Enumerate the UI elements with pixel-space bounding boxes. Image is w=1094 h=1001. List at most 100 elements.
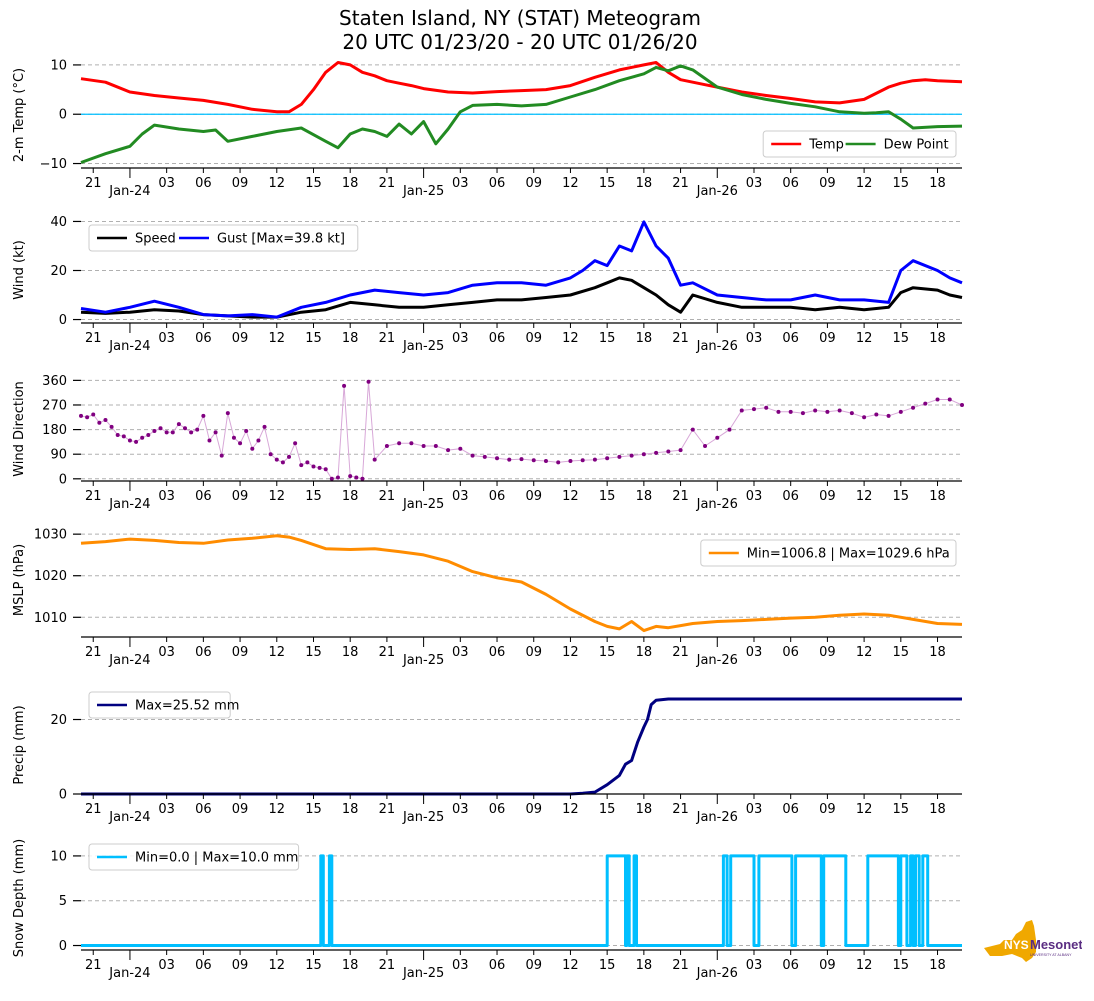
data-point-wdir bbox=[788, 409, 793, 414]
logo-mesonet: Mesonet bbox=[1030, 937, 1082, 952]
day-tick-label-snow-0: Jan-24 bbox=[108, 966, 150, 981]
xtick-label-snow-14: 21 bbox=[672, 958, 689, 973]
xtick-label-mslp-12: 15 bbox=[599, 645, 616, 660]
ytick-label-snow-2: 10 bbox=[50, 849, 67, 864]
xtick-label-temp-11: 12 bbox=[562, 176, 579, 191]
xtick-label-precip-12: 15 bbox=[599, 802, 616, 817]
ytick-label-temp-1: 0 bbox=[59, 108, 67, 123]
xtick-label-wind-10: 09 bbox=[525, 331, 542, 346]
ytick-label-mslp-2: 1030 bbox=[34, 528, 67, 543]
data-point-wdir bbox=[91, 412, 96, 417]
day-tick-label-temp-1: Jan-25 bbox=[402, 184, 444, 199]
xtick-label-wdir-19: 15 bbox=[893, 489, 910, 504]
xtick-label-mslp-16: 06 bbox=[782, 645, 799, 660]
series-line-temp-0 bbox=[80, 61, 963, 114]
data-point-wdir bbox=[666, 449, 671, 454]
xtick-label-precip-6: 18 bbox=[342, 802, 359, 817]
data-point-wdir bbox=[715, 435, 720, 440]
ytick-label-wdir-2: 180 bbox=[42, 423, 67, 438]
legend-snow bbox=[88, 843, 300, 871]
xtick-label-precip-9: 06 bbox=[489, 802, 506, 817]
xtick-label-temp-4: 12 bbox=[269, 176, 286, 191]
data-point-wdir bbox=[244, 428, 249, 433]
data-point-wdir bbox=[531, 458, 536, 463]
data-point-wdir bbox=[556, 460, 561, 465]
xtick-label-wind-2: 06 bbox=[195, 331, 212, 346]
xtick-label-snow-5: 15 bbox=[305, 958, 322, 973]
data-point-wdir bbox=[335, 475, 340, 480]
xtick-label-wdir-8: 03 bbox=[452, 489, 469, 504]
xtick-label-temp-9: 06 bbox=[489, 176, 506, 191]
nys-mesonet-logo: NYS Mesonet UNIVERSITY AT ALBANY bbox=[984, 920, 1082, 962]
xtick-label-temp-12: 15 bbox=[599, 176, 616, 191]
data-point-wdir bbox=[97, 420, 102, 425]
day-tick-label-mslp-0: Jan-24 bbox=[108, 653, 150, 668]
data-point-wdir bbox=[219, 453, 224, 458]
data-point-wdir bbox=[446, 448, 451, 453]
xtick-label-wind-5: 15 bbox=[305, 331, 322, 346]
legend-label-temp-0: Temp bbox=[808, 138, 844, 153]
data-point-wdir bbox=[183, 426, 188, 431]
data-point-wdir bbox=[764, 405, 769, 410]
ytick-label-wdir-4: 360 bbox=[42, 374, 67, 389]
xtick-label-wind-17: 09 bbox=[819, 331, 836, 346]
data-point-wdir bbox=[274, 457, 279, 462]
xtick-label-wind-0: 21 bbox=[85, 331, 102, 346]
xtick-label-precip-17: 09 bbox=[819, 802, 836, 817]
day-tick-label-mslp-2: Jan-26 bbox=[696, 653, 738, 668]
xtick-label-mslp-9: 06 bbox=[489, 645, 506, 660]
ytick-label-mslp-0: 1010 bbox=[34, 611, 67, 626]
data-point-wdir bbox=[207, 438, 212, 443]
data-point-wdir bbox=[293, 441, 298, 446]
xtick-label-temp-1: 03 bbox=[158, 176, 175, 191]
xtick-label-precip-20: 18 bbox=[929, 802, 946, 817]
data-point-wdir bbox=[690, 427, 695, 432]
data-point-wdir bbox=[238, 441, 243, 446]
logo-sub: UNIVERSITY AT ALBANY bbox=[1030, 953, 1072, 957]
data-point-wdir bbox=[103, 418, 108, 423]
xtick-label-snow-20: 18 bbox=[929, 958, 946, 973]
xtick-label-wind-4: 12 bbox=[269, 331, 286, 346]
day-tick-label-wind-2: Jan-26 bbox=[696, 339, 738, 354]
series-line-wind-0 bbox=[80, 276, 963, 319]
ytick-label-mslp-1: 1020 bbox=[34, 569, 67, 584]
xtick-label-temp-5: 15 bbox=[305, 176, 322, 191]
data-point-wdir bbox=[739, 408, 744, 413]
xtick-label-wind-9: 06 bbox=[489, 331, 506, 346]
xtick-label-temp-17: 09 bbox=[819, 176, 836, 191]
xtick-label-wind-6: 18 bbox=[342, 331, 359, 346]
data-point-wdir bbox=[213, 430, 218, 435]
legend-label-temp-1: Dew Point bbox=[884, 138, 949, 153]
xtick-label-mslp-11: 12 bbox=[562, 645, 579, 660]
data-point-wdir bbox=[776, 409, 781, 414]
day-tick-label-snow-1: Jan-25 bbox=[402, 966, 444, 981]
legend-label-wind-1: Gust [Max=39.8 kt] bbox=[217, 232, 345, 247]
day-tick-label-temp-2: Jan-26 bbox=[696, 184, 738, 199]
xtick-label-wind-18: 12 bbox=[856, 331, 873, 346]
xtick-label-precip-0: 21 bbox=[85, 802, 102, 817]
data-point-wdir bbox=[592, 457, 597, 462]
data-point-wdir bbox=[348, 474, 353, 479]
xtick-label-wind-16: 06 bbox=[782, 331, 799, 346]
data-point-wdir bbox=[115, 433, 120, 438]
data-point-wdir bbox=[360, 476, 365, 481]
data-point-wdir bbox=[507, 457, 512, 462]
day-tick-label-wdir-0: Jan-24 bbox=[108, 497, 150, 512]
chart-title: Staten Island, NY (STAT) Meteogram 20 UT… bbox=[0, 6, 1040, 54]
day-tick-label-mslp-1: Jan-25 bbox=[402, 653, 444, 668]
xtick-label-mslp-15: 03 bbox=[746, 645, 763, 660]
xtick-label-snow-4: 12 bbox=[269, 958, 286, 973]
xtick-label-mslp-4: 12 bbox=[269, 645, 286, 660]
data-point-wdir bbox=[225, 411, 230, 416]
xtick-label-precip-2: 06 bbox=[195, 802, 212, 817]
xtick-label-wdir-15: 03 bbox=[746, 489, 763, 504]
xtick-label-wind-12: 15 bbox=[599, 331, 616, 346]
day-tick-label-precip-2: Jan-26 bbox=[696, 810, 738, 825]
xtick-label-mslp-20: 18 bbox=[929, 645, 946, 660]
series-line-temp-1 bbox=[80, 64, 963, 164]
data-point-wdir bbox=[201, 413, 206, 418]
data-point-wdir bbox=[727, 427, 732, 432]
data-point-wdir bbox=[923, 401, 928, 406]
xtick-label-precip-15: 03 bbox=[746, 802, 763, 817]
xtick-label-mslp-8: 03 bbox=[452, 645, 469, 660]
